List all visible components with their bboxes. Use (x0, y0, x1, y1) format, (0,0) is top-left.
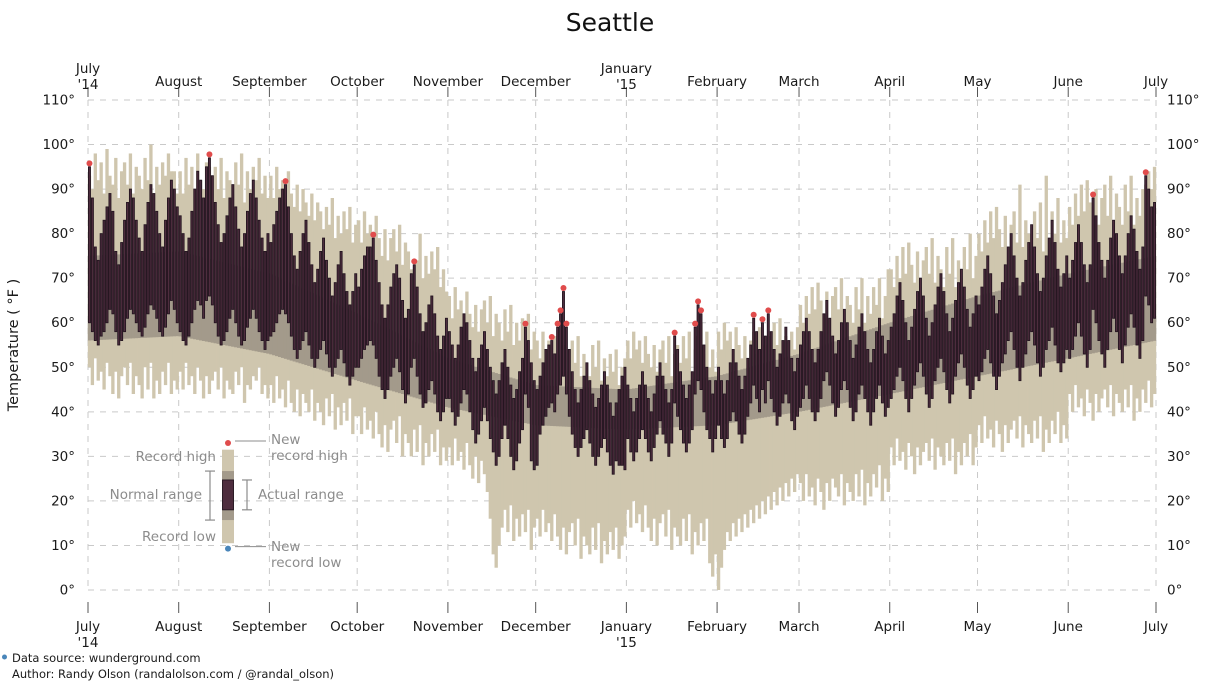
svg-text:0°: 0° (1167, 583, 1182, 599)
record-high-dot (282, 178, 289, 185)
svg-text:30°: 30° (51, 449, 75, 465)
chart-legend: Record high Normal range Record low Actual … (110, 432, 348, 571)
record-high-dot (557, 307, 564, 314)
record-high-dot (765, 307, 772, 314)
svg-text:October: October (330, 74, 384, 90)
svg-text:10°: 10° (1167, 538, 1191, 554)
record-high-dot (1142, 169, 1149, 176)
record-high-dot (522, 320, 529, 327)
svg-text:May: May (964, 74, 992, 90)
svg-text:110°: 110° (1167, 93, 1200, 109)
svg-text:February: February (687, 74, 747, 90)
svg-text:December: December (501, 619, 571, 635)
svg-text:40°: 40° (51, 404, 75, 420)
svg-text:September: September (232, 74, 307, 90)
svg-text:'14: '14 (78, 77, 99, 93)
svg-text:May: May (964, 619, 992, 635)
svg-text:July: July (1143, 619, 1168, 635)
svg-text:20°: 20° (51, 493, 75, 509)
svg-text:August: August (155, 619, 202, 635)
svg-text:April: April (874, 619, 905, 635)
svg-text:February: February (687, 619, 747, 635)
record-high-dot (411, 258, 418, 265)
record-high-dot (671, 329, 678, 336)
svg-text:0°: 0° (60, 583, 75, 599)
svg-text:'15: '15 (616, 77, 637, 93)
svg-text:Record low: Record low (142, 529, 216, 545)
svg-text:record low: record low (271, 555, 341, 571)
record-high-dot (206, 151, 213, 158)
svg-text:100°: 100° (42, 137, 75, 153)
svg-text:March: March (778, 74, 819, 90)
svg-text:20°: 20° (1167, 493, 1191, 509)
svg-text:July: July (75, 61, 100, 77)
record-high-dot (560, 285, 567, 292)
svg-text:July: July (1143, 74, 1168, 90)
footer-author: Author: Randy Olson (randalolson.com / @… (12, 667, 334, 681)
svg-text:60°: 60° (1167, 315, 1191, 331)
svg-text:60°: 60° (51, 315, 75, 331)
footer-source: Data source: wunderground.com (12, 651, 201, 665)
actual-range-bars (87, 157, 1156, 475)
svg-text:40°: 40° (1167, 404, 1191, 420)
svg-text:110°: 110° (42, 93, 75, 109)
legend-record-high-dot (225, 440, 231, 446)
svg-text:Actual range: Actual range (258, 487, 344, 503)
y-axis-title: Temperature ( °F ) (6, 279, 22, 413)
record-high-dot (759, 316, 766, 323)
record-high-dot (554, 320, 561, 327)
svg-text:80°: 80° (1167, 226, 1191, 242)
svg-text:70°: 70° (1167, 271, 1191, 287)
svg-text:New: New (271, 539, 300, 555)
svg-text:July: July (75, 619, 100, 635)
record-high-dot (692, 320, 699, 327)
svg-text:November: November (413, 74, 484, 90)
svg-text:September: September (232, 619, 307, 635)
svg-text:March: March (778, 619, 819, 635)
svg-text:'15: '15 (616, 635, 637, 651)
record-high-dot (548, 334, 555, 341)
svg-text:January: January (600, 619, 652, 635)
svg-text:June: June (1053, 74, 1083, 90)
svg-text:90°: 90° (1167, 182, 1191, 198)
svg-text:August: August (155, 74, 202, 90)
axis-labels: July'14July'14AugustAugustSeptemberSepte… (42, 61, 1199, 651)
record-high-dot (750, 311, 757, 318)
record-high-dot (563, 320, 570, 327)
svg-text:Record high: Record high (136, 449, 216, 465)
record-high-dot (698, 307, 705, 314)
svg-text:April: April (874, 74, 905, 90)
svg-text:October: October (330, 619, 384, 635)
svg-text:Normal range: Normal range (110, 487, 202, 503)
new-record-high-dots (86, 151, 1149, 341)
svg-text:November: November (413, 619, 484, 635)
svg-text:30°: 30° (1167, 449, 1191, 465)
legend-record-low-dot (225, 545, 231, 552)
record-high-dot (1090, 191, 1097, 198)
svg-text:70°: 70° (51, 271, 75, 287)
page-title: Seattle (566, 8, 655, 37)
record-high-dot (370, 231, 377, 238)
svg-text:New: New (271, 432, 300, 448)
svg-text:90°: 90° (51, 182, 75, 198)
svg-text:80°: 80° (51, 226, 75, 242)
svg-text:record high: record high (271, 448, 348, 464)
record-high-dot (695, 298, 702, 305)
svg-text:10°: 10° (51, 538, 75, 554)
svg-text:June: June (1053, 619, 1083, 635)
svg-text:50°: 50° (1167, 360, 1191, 376)
svg-text:December: December (501, 74, 571, 90)
svg-text:'14: '14 (78, 635, 99, 651)
svg-text:100°: 100° (1167, 137, 1200, 153)
record-high-dot (86, 160, 93, 167)
footer-marker-dot (2, 654, 7, 660)
svg-text:January: January (600, 61, 652, 77)
svg-text:50°: 50° (51, 360, 75, 376)
